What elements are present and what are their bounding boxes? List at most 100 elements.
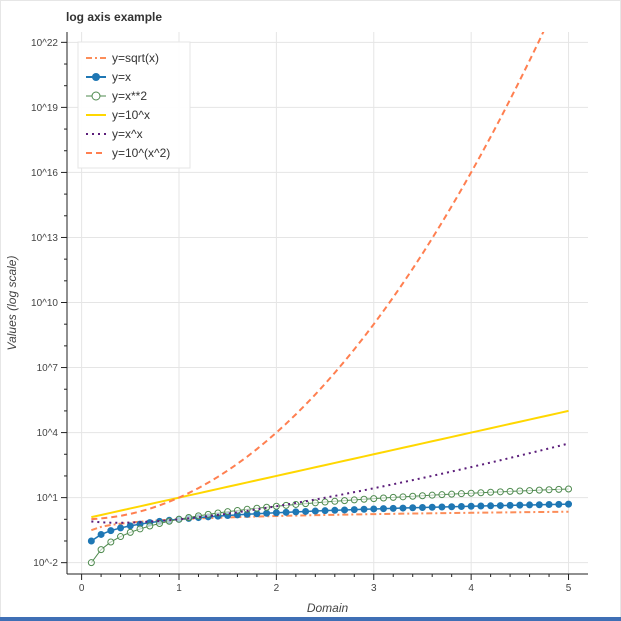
x-tick-label: 0	[79, 583, 85, 594]
series-y-x-point	[117, 524, 125, 532]
legend-y-x-label: y=x	[112, 70, 131, 84]
series-y-x-point	[565, 500, 573, 508]
series-y-x-point	[418, 504, 426, 512]
series-y-x-x-line	[91, 442, 569, 524]
series-y-x-2-point	[107, 538, 115, 546]
series-y-x-point	[311, 507, 319, 515]
y-axis-label: Values (log scale)	[5, 256, 19, 351]
series-y-x-2-point	[448, 490, 456, 498]
series-y-x-point	[126, 522, 134, 530]
y-tick-label: 10^7	[37, 363, 59, 374]
x-tick-label: 1	[176, 583, 182, 594]
window-bottom-border	[0, 617, 621, 621]
series-y-x-point	[321, 507, 329, 515]
legend-y-x-x-label: y=x^x	[112, 127, 143, 141]
series-y-x-2-point	[555, 485, 563, 493]
series-y-x-2-point	[565, 485, 573, 493]
x-axis-label: Domain	[307, 601, 349, 615]
legend-y-sqrt-x--label: y=sqrt(x)	[112, 51, 159, 65]
series-y-x-2-point	[428, 491, 436, 499]
series-y-x-point	[409, 504, 417, 512]
series-y-x-point	[379, 505, 387, 513]
series-y-x-2-point	[321, 498, 329, 506]
series-y-x-point	[555, 500, 563, 508]
series-y-x-2-point	[545, 486, 553, 494]
series-y-x-point	[428, 503, 436, 511]
series-y-x-2-point	[360, 495, 368, 503]
series-y-x-point	[282, 508, 290, 516]
legend-box	[77, 41, 191, 169]
series-y-x-point	[341, 506, 349, 514]
series-y-x-2-point	[409, 492, 417, 500]
series-layer	[87, 32, 573, 567]
series-y-x-2-point	[438, 491, 446, 499]
series-y-x-2-point	[146, 522, 154, 530]
series-y-x-2-point	[302, 500, 310, 508]
series-y-x-point	[477, 502, 485, 510]
series-y-x-point	[535, 501, 543, 509]
series-y-x-2-point	[526, 487, 534, 495]
legend-y-10-x-label: y=10^x	[112, 108, 150, 122]
series-y-x-point	[448, 503, 456, 511]
series-y-x-2-point	[214, 509, 222, 517]
series-y-x-point	[272, 509, 280, 517]
series-y-x-2-point	[418, 492, 426, 500]
series-y-x-point	[545, 501, 553, 509]
series-y-x-point	[331, 506, 339, 514]
series-y-x-2-point	[457, 490, 465, 498]
legend-y-x-2-label: y=x**2	[112, 89, 147, 103]
x-tick-label: 3	[371, 583, 377, 594]
series-y-x-point	[360, 505, 368, 513]
series-y-x-2-point	[311, 499, 319, 507]
series-y-x-2-point	[341, 497, 349, 505]
series-y-x-point	[399, 504, 407, 512]
series-y-x-point	[263, 509, 271, 517]
series-y-x-2-point	[331, 497, 339, 505]
series-y-x-point	[389, 504, 397, 512]
series-y-x-point	[526, 501, 534, 509]
y-tick-label: 10^22	[31, 38, 58, 49]
series-y-x-2-point	[477, 489, 485, 497]
series-y-x-point	[107, 527, 115, 535]
y-tick-label: 10^16	[31, 168, 58, 179]
series-y-x-2-point	[496, 488, 504, 496]
series-y-x-2-point	[516, 487, 524, 495]
series-y-x-2-point	[487, 488, 495, 496]
series-y-x-point	[506, 501, 514, 509]
series-y-x-point	[467, 502, 475, 510]
grid	[67, 32, 588, 574]
series-y-x-point	[370, 505, 378, 513]
series-y-x-2-point	[467, 489, 475, 497]
series-y-10-x-line	[91, 409, 569, 519]
series-y-x-2-point	[350, 496, 358, 504]
chart-title: log axis example	[66, 10, 162, 24]
legend-y-x-marker	[92, 73, 100, 81]
axes: 0 1 2 3 4 5 10^-2 10^1 10^4 10^7 10^10 10^13 10^16 10…	[31, 32, 588, 594]
y-tick-label: 10^4	[37, 428, 59, 439]
series-y-x-2-point	[389, 493, 397, 501]
series-y-x-point	[350, 506, 358, 514]
legend-y-x-2-marker	[91, 91, 101, 101]
x-tick-label: 4	[468, 583, 474, 594]
y-tick-label: 10^13	[31, 233, 58, 244]
series-y-x-2-point	[126, 528, 134, 536]
series-y-x-2-point	[379, 494, 387, 502]
legend-y-10-x-2--label: y=10^(x^2)	[112, 146, 170, 160]
series-y-x-point	[457, 502, 465, 510]
series-y-x-point	[292, 508, 300, 516]
series-y-x-point	[97, 530, 105, 538]
y-tick-label: 10^-2	[33, 558, 58, 569]
series-y-x-point	[496, 502, 504, 510]
y-tick-label: 10^1	[37, 493, 59, 504]
series-y-x-point	[87, 537, 95, 545]
series-y-x-2-line	[90, 488, 569, 563]
series-y-x-point	[487, 502, 495, 510]
x-tick-label: 5	[566, 583, 572, 594]
series-y-x-2-point	[399, 493, 407, 501]
y-tick-label: 10^10	[31, 298, 58, 309]
series-y-x-point	[516, 501, 524, 509]
series-y-x-2-point	[87, 559, 95, 567]
legend: y=sqrt(x) y=x y=x**2 y=10^x y=x^x y=10^(x^2)	[77, 41, 191, 169]
y-tick-label: 10^19	[31, 103, 58, 114]
